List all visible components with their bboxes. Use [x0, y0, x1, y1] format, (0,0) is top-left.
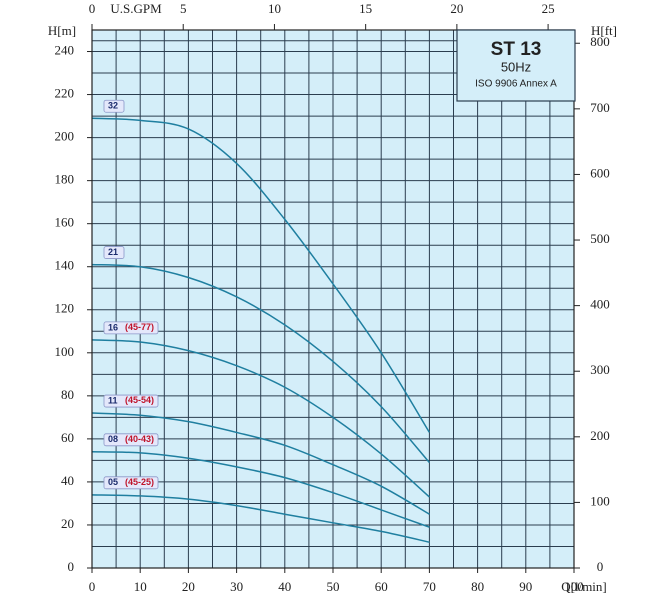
curve-range-label: (45-77) — [125, 322, 154, 332]
y-tick-label: 60 — [61, 430, 74, 445]
curve-label-box — [103, 433, 159, 447]
curve-label-box — [103, 99, 125, 113]
x-tick-label: 50 — [327, 579, 340, 594]
x2-tick-label: 5 — [180, 1, 187, 16]
title-box — [456, 29, 576, 102]
curve-label: 32 — [108, 101, 118, 111]
curve — [91, 494, 430, 543]
y-tick-label: 240 — [55, 43, 75, 58]
x-tick-label: 20 — [182, 579, 195, 594]
note: ISO 9906 Annex A — [475, 79, 557, 90]
y2-tick-label: 800 — [590, 34, 610, 49]
x-tick-label: 90 — [519, 579, 532, 594]
curve-label-box — [103, 394, 159, 408]
y-tick-label: 160 — [55, 215, 75, 230]
plot-frame — [91, 29, 575, 569]
y2-tick-label: 700 — [590, 100, 610, 115]
y-tick-label: 220 — [55, 86, 75, 101]
x-tick-label: 40 — [278, 579, 291, 594]
x2-tick-label: 10 — [268, 1, 281, 16]
y2-tick-label: 400 — [590, 297, 610, 312]
y2-tick-label: 0 — [597, 559, 604, 574]
curve-range: (40-43) — [125, 434, 154, 444]
curve-range-label: (45-25) — [125, 477, 154, 487]
curve-label: 08 — [108, 434, 118, 444]
y-tick-label: 140 — [55, 258, 75, 273]
x2-tick-label: 15 — [359, 1, 372, 16]
x2-tick-label: 25 — [542, 1, 555, 16]
curve — [91, 412, 430, 515]
x-tick-label: 80 — [471, 579, 484, 594]
y-tick-label: 40 — [61, 473, 74, 488]
curve — [91, 451, 430, 528]
x2-axis-label: U.S.GPM — [110, 1, 162, 16]
curve — [91, 263, 430, 464]
curve-label: 11 — [108, 395, 118, 405]
y-tick-label: 20 — [61, 516, 74, 531]
x-tick-label: 30 — [230, 579, 243, 594]
x-tick-label: 10 — [134, 579, 147, 594]
chart-title: ST 13 — [491, 39, 542, 60]
y-tick-label: 180 — [55, 172, 75, 187]
x-tick-label: 70 — [423, 579, 436, 594]
x-tick-label: 100 — [564, 579, 584, 594]
curve-label: 05 — [108, 477, 118, 487]
y2-tick-label: 300 — [590, 362, 610, 377]
curve-range: (45-25) — [125, 477, 154, 487]
y-tick-label: 0 — [68, 559, 75, 574]
y-axis-label: H[m] — [48, 23, 76, 38]
curve-label-box — [103, 476, 159, 490]
curve-range-label: (45-54) — [125, 395, 154, 405]
x-tick-label: 60 — [375, 579, 388, 594]
curve-range: (45-54) — [125, 395, 154, 405]
curve-label: 21 — [108, 247, 118, 257]
x-tick-label: 0 — [89, 579, 96, 594]
y-tick-label: 200 — [55, 129, 75, 144]
x-axis-label: Q[l/min] — [561, 579, 607, 594]
y-tick-label: 100 — [55, 344, 75, 359]
curve-label-box — [103, 321, 159, 335]
curve — [91, 339, 430, 498]
curve — [91, 117, 431, 433]
y2-tick-label: 500 — [590, 231, 610, 246]
y2-axis-label: H[ft] — [591, 23, 617, 38]
x2-tick-label: 0 — [89, 1, 96, 16]
curve-range-label: (40-43) — [125, 434, 154, 444]
curve-label: 16 — [108, 322, 118, 332]
y2-tick-label: 600 — [590, 165, 610, 180]
subtitle: 50Hz — [501, 59, 531, 74]
curve-range: (45-77) — [125, 322, 154, 332]
y2-tick-label: 100 — [590, 493, 610, 508]
y2-tick-label: 200 — [590, 428, 610, 443]
x2-tick-label: 20 — [450, 1, 463, 16]
y-tick-label: 80 — [61, 387, 74, 402]
y-tick-label: 120 — [55, 301, 75, 316]
curve-label-box — [103, 246, 125, 259]
